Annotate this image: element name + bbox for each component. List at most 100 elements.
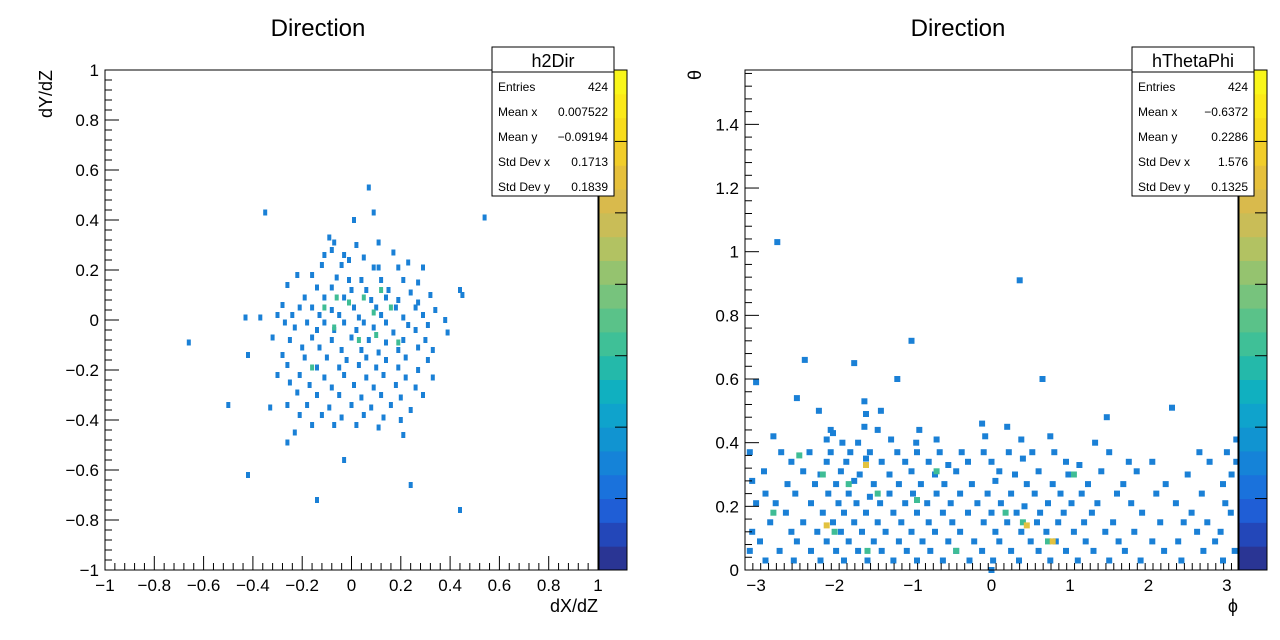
heatmap-cell	[393, 304, 398, 311]
heatmap-cell	[1057, 490, 1064, 497]
heatmap-cell	[379, 392, 384, 398]
heatmap-cell-high	[334, 294, 339, 301]
heatmap-cell-high	[388, 304, 393, 311]
heatmap-cell	[433, 307, 438, 313]
heatmap-cell	[401, 337, 406, 343]
heatmap-cell	[268, 404, 273, 411]
heatmap-cell	[423, 337, 428, 343]
stats-label: Mean x	[1138, 105, 1177, 119]
heatmap-cell	[979, 420, 986, 427]
palette-segment	[1239, 260, 1267, 285]
heatmap-cell	[315, 497, 319, 503]
left-chart-pad: Direction −1 −0.8 −0.6 −0.4 −0.2 0 0.2 0.4 0.6 0.8…	[36, 15, 628, 616]
heatmap-cell	[1161, 547, 1168, 554]
heatmap-cell	[1106, 557, 1113, 564]
heatmap-cell	[1049, 481, 1056, 488]
heatmap-cell	[334, 274, 339, 281]
palette-segment	[1239, 212, 1267, 238]
heatmap-cell	[361, 319, 366, 326]
heatmap-cell	[246, 352, 250, 358]
heatmap-cell	[966, 557, 973, 564]
heatmap-cell	[337, 392, 342, 398]
heatmap-cell	[376, 424, 381, 431]
heatmap-cell	[968, 481, 975, 488]
heatmap-cell	[806, 449, 813, 456]
heatmap-cell	[753, 379, 760, 386]
palette-segment	[1239, 498, 1267, 523]
heatmap-cell	[874, 426, 881, 433]
heatmap-cell	[947, 500, 954, 507]
heatmap-cell	[958, 449, 965, 456]
heatmap-cell	[1188, 509, 1195, 516]
heatmap-cell	[1039, 376, 1046, 382]
y-tick-label: −0.4	[65, 411, 99, 430]
heatmap-cell	[788, 458, 795, 465]
heatmap-cell	[352, 382, 356, 388]
heatmap-cell-high	[347, 299, 351, 306]
heatmap-cell	[406, 259, 411, 266]
heatmap-cell	[324, 354, 329, 361]
y-tick-label: 0	[730, 561, 739, 580]
heatmap-cell	[825, 490, 832, 497]
x-tick-label: 1	[593, 576, 602, 595]
heatmap-cell	[988, 458, 995, 465]
heatmap-cell	[1043, 528, 1050, 535]
heatmap-cell	[753, 500, 760, 507]
heatmap-cell	[384, 339, 388, 346]
heatmap-cell-max	[863, 462, 869, 468]
heatmap-cell	[1162, 481, 1169, 488]
heatmap-cell	[374, 364, 379, 371]
x-tick-label: −3	[746, 576, 765, 595]
heatmap-cell	[870, 481, 877, 488]
heatmap-cell	[902, 458, 909, 465]
heatmap-cell	[984, 490, 991, 497]
heatmap-cell	[830, 519, 836, 526]
heatmap-cell	[295, 389, 300, 396]
y-tick-label: 0.8	[715, 306, 739, 325]
heatmap-cell	[1035, 468, 1042, 475]
heatmap-cell	[421, 312, 425, 318]
heatmap-cell-high	[374, 332, 379, 338]
heatmap-cell	[275, 372, 280, 378]
x-tick-label: −0.2	[285, 576, 319, 595]
heatmap-cell	[855, 547, 862, 554]
heatmap-cell	[1013, 509, 1020, 516]
heatmap-cell	[1133, 468, 1140, 475]
heatmap-cell	[369, 297, 374, 303]
heatmap-cell	[839, 439, 846, 446]
heatmap-cell	[374, 304, 379, 311]
heatmap-cell	[1060, 509, 1067, 516]
heatmap-cell	[843, 458, 850, 465]
heatmap-cell	[1131, 528, 1138, 535]
heatmap-cell	[746, 547, 753, 554]
x-tick-label: 0.6	[488, 576, 512, 595]
heatmap-cell	[793, 538, 800, 545]
heatmap-cell	[746, 449, 753, 456]
heatmap-cell	[800, 468, 807, 475]
stats-label: Entries	[498, 80, 535, 94]
heatmap-cell	[1103, 414, 1110, 421]
heatmap-cell	[772, 500, 779, 507]
x-tick-label: 0	[987, 576, 996, 595]
heatmap-cell	[1047, 557, 1054, 564]
palette-segment	[599, 498, 627, 523]
heatmap-cell	[406, 322, 411, 328]
heatmap-cell	[287, 379, 292, 386]
heatmap-cell	[285, 402, 290, 408]
heatmap-cell	[1206, 458, 1213, 465]
heatmap-cell	[430, 374, 435, 381]
heatmap-cell	[1106, 449, 1113, 456]
heatmap-cell	[1035, 547, 1042, 554]
heatmap-cell	[1120, 481, 1127, 488]
y-axis-label: θ	[685, 70, 705, 80]
heatmap-cell	[1178, 557, 1185, 564]
heatmap-cell	[1094, 500, 1101, 507]
heatmap-cell	[403, 374, 408, 381]
heatmap-cell	[460, 292, 465, 298]
heatmap-cell	[369, 404, 374, 411]
heatmap-cell	[342, 252, 347, 258]
heatmap-cell	[1204, 519, 1211, 526]
heatmap-cell	[416, 367, 421, 373]
heatmap-cell	[342, 319, 347, 326]
heatmap-cell	[1019, 455, 1026, 462]
